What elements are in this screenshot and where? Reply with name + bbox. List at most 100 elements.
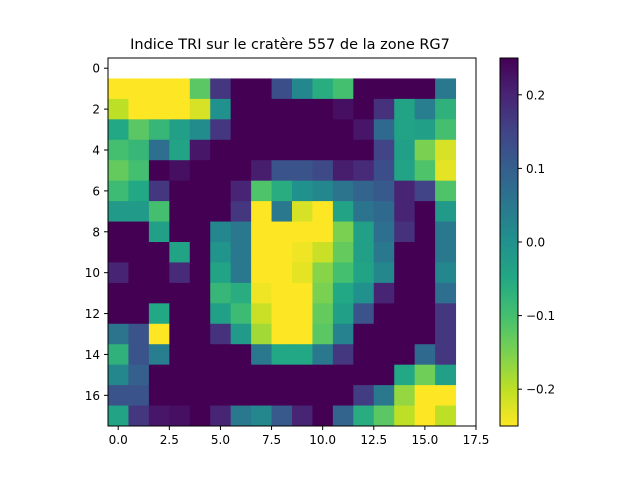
heatmap-cell (312, 221, 334, 243)
x-tick-label: 5.0 (211, 433, 230, 447)
heatmap-cell (189, 139, 211, 161)
heatmap-cell (169, 323, 191, 345)
heatmap-cell (435, 405, 457, 427)
heatmap-cell (312, 303, 334, 325)
heatmap-cell (189, 160, 211, 182)
heatmap-cell (292, 262, 313, 284)
plot-frame (107, 57, 477, 427)
heatmap-cell (292, 385, 313, 407)
heatmap-cell (271, 78, 293, 100)
heatmap-cell (189, 364, 211, 386)
y-tick-label: 14 (85, 348, 100, 362)
heatmap-cell (210, 303, 232, 325)
heatmap-cell (332, 282, 354, 304)
x-tick-label: 15.0 (412, 433, 439, 447)
heatmap-cell (292, 282, 313, 304)
heatmap-cell (189, 344, 211, 366)
heatmap-cell (128, 303, 150, 325)
heatmap-cell (414, 364, 436, 386)
heatmap-cell (230, 221, 252, 243)
heatmap-cell (189, 405, 211, 427)
heatmap-cell (353, 160, 375, 182)
heatmap-cell (332, 98, 354, 120)
heatmap-cell (108, 344, 129, 366)
heatmap-cell (169, 242, 191, 263)
heatmap-cell (332, 303, 354, 325)
heatmap-cell (353, 139, 375, 161)
heatmap-cell (435, 344, 457, 366)
heatmap-cell (148, 344, 170, 366)
heatmap-cell (108, 385, 129, 407)
heatmap-cell (312, 262, 334, 284)
heatmap-cell (373, 180, 395, 202)
colorbar-tick-label: −0.1 (526, 309, 555, 323)
heatmap-cell (373, 364, 395, 386)
heatmap-cell (210, 98, 232, 120)
heatmap-cell (230, 242, 252, 263)
heatmap-cell (414, 242, 436, 263)
heatmap-cell (230, 119, 252, 141)
heatmap-cell (373, 119, 395, 141)
heatmap-cell (312, 98, 334, 120)
colorbar (499, 57, 519, 427)
heatmap-cell (210, 385, 232, 407)
heatmap-cell (353, 262, 375, 284)
heatmap-cell (414, 221, 436, 243)
heatmap-cell (128, 364, 150, 386)
heatmap-cell (414, 160, 436, 182)
heatmap-cell (108, 139, 129, 161)
heatmap-cell (128, 98, 150, 120)
heatmap-cell (312, 385, 334, 407)
heatmap-cell (230, 180, 252, 202)
heatmap-cell (189, 180, 211, 202)
heatmap-cell (394, 78, 416, 100)
heatmap-cell (292, 242, 313, 263)
heatmap-cell (108, 364, 129, 386)
heatmap-cell (128, 221, 150, 243)
heatmap-cell (148, 323, 170, 345)
heatmap-cell (353, 385, 375, 407)
heatmap-cell (332, 119, 354, 141)
heatmap-cell (169, 98, 191, 120)
heatmap-cell (373, 344, 395, 366)
heatmap-cell (414, 180, 436, 202)
y-tick-label: 2 (92, 103, 100, 117)
heatmap-cell (394, 385, 416, 407)
heatmap-cell (148, 405, 170, 427)
colorbar-axis: 0.2 0.1 0.0 −0.1 −0.2 (518, 88, 555, 397)
heatmap-cell (373, 98, 395, 120)
heatmap-cell (189, 323, 211, 345)
heatmap-cell (230, 405, 252, 427)
heatmap-cell (251, 221, 273, 243)
heatmap-cell (230, 160, 252, 182)
heatmap-cell (148, 139, 170, 161)
heatmap-cell (230, 344, 252, 366)
heatmap-cell (414, 78, 436, 100)
heatmap-cell (373, 262, 395, 284)
heatmap-cell (108, 262, 129, 284)
heatmap-cell (189, 221, 211, 243)
heatmap-cell (148, 180, 170, 202)
heatmap-cell (373, 139, 395, 161)
heatmap-cell (435, 160, 457, 182)
heatmap-cell (394, 344, 416, 366)
heatmap-cell (312, 282, 334, 304)
heatmap-cell (353, 303, 375, 325)
heatmap-cell (394, 221, 416, 243)
heatmap-cell (271, 303, 293, 325)
heatmap-cell (292, 323, 313, 345)
heatmap-cell (312, 139, 334, 161)
heatmap-cell (128, 119, 150, 141)
y-axis: 0 2 4 6 8 10 12 14 16 (85, 62, 108, 403)
heatmap-cell (169, 303, 191, 325)
heatmap-cell (210, 139, 232, 161)
x-tick-label: 10.0 (309, 433, 336, 447)
heatmap-cell (353, 282, 375, 304)
heatmap-cell (312, 364, 334, 386)
heatmap-cell (292, 139, 313, 161)
heatmap-cell (332, 344, 354, 366)
heatmap-cell (251, 201, 273, 223)
heatmap-cell (210, 323, 232, 345)
heatmap-cell (251, 180, 273, 202)
heatmap-cell (230, 98, 252, 120)
